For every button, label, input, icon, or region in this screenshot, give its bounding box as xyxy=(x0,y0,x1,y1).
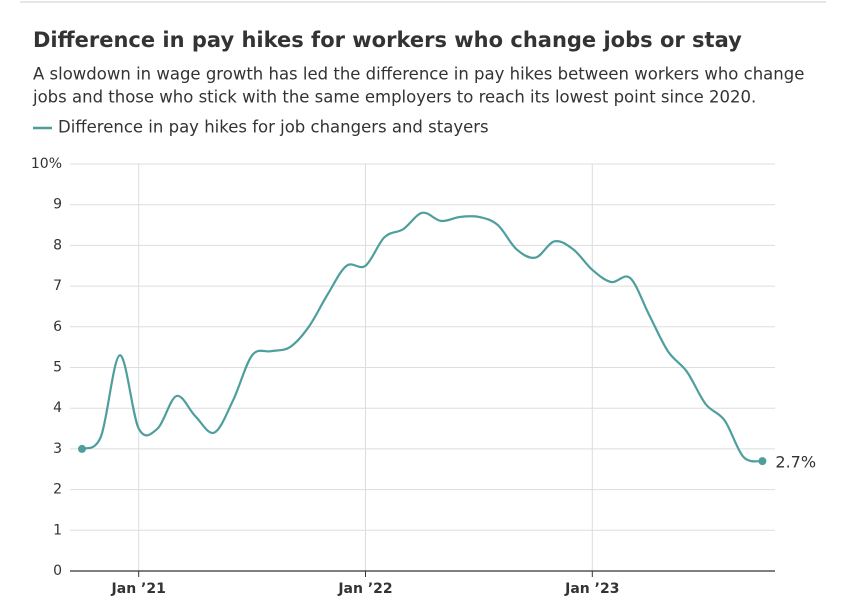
end-dot xyxy=(758,457,767,466)
y-tick-label: 9 xyxy=(53,197,62,213)
legend-label: Difference in pay hikes for job changers… xyxy=(58,118,489,137)
y-tick-label: 1 xyxy=(53,522,62,538)
y-tick-label: 5 xyxy=(53,360,62,376)
y-tick-label: 2 xyxy=(53,482,62,498)
y-tick-label: 6 xyxy=(53,319,62,335)
y-tick-label: 10% xyxy=(31,156,62,172)
line xyxy=(81,211,763,463)
y-tick-label: 8 xyxy=(53,237,62,253)
start-dot xyxy=(78,444,86,453)
y-tick-label: 0 xyxy=(53,563,62,579)
y-tick-label: 4 xyxy=(53,400,62,416)
subtitle: A slowdown in wage growth has led the di… xyxy=(33,65,804,84)
subtitle: jobs and those who stick with the same e… xyxy=(32,88,756,107)
chart-title: Difference in pay hikes for workers who … xyxy=(33,28,742,52)
x-tick-label: Jan ’22 xyxy=(337,581,392,597)
x-tick-label: Jan ’23 xyxy=(564,581,619,597)
y-tick-label: 7 xyxy=(53,278,62,294)
x-tick-label: Jan ’21 xyxy=(111,581,166,597)
end-label: 2.7% xyxy=(775,453,816,472)
y-tick-label: 3 xyxy=(53,441,62,457)
